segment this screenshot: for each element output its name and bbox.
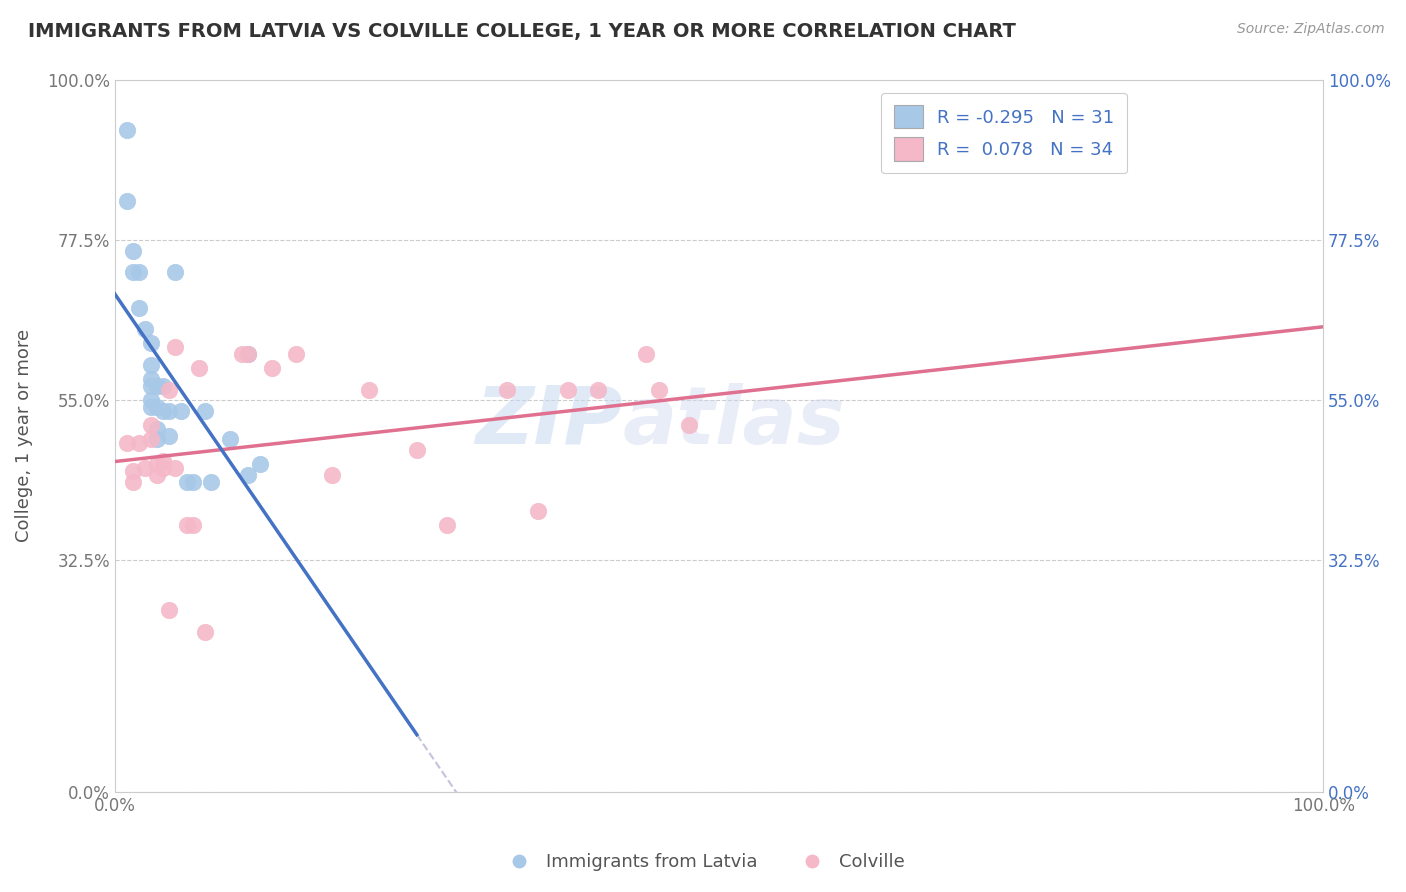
- Point: [249, 458, 271, 472]
- Point: [200, 475, 222, 489]
- Legend: Immigrants from Latvia, Colville: Immigrants from Latvia, Colville: [494, 847, 912, 879]
- Point: [146, 379, 169, 393]
- Point: [405, 443, 427, 458]
- Legend: R = -0.295   N = 31, R =  0.078   N = 34: R = -0.295 N = 31, R = 0.078 N = 34: [882, 93, 1126, 173]
- Point: [285, 347, 308, 361]
- Point: [139, 401, 162, 415]
- Point: [139, 393, 162, 408]
- Text: IMMIGRANTS FROM LATVIA VS COLVILLE COLLEGE, 1 YEAR OR MORE CORRELATION CHART: IMMIGRANTS FROM LATVIA VS COLVILLE COLLE…: [28, 22, 1017, 41]
- Point: [231, 347, 253, 361]
- Point: [115, 123, 138, 137]
- Point: [165, 340, 187, 354]
- Point: [188, 361, 211, 376]
- Point: [260, 361, 283, 376]
- Point: [194, 624, 217, 639]
- Point: [128, 436, 150, 450]
- Point: [115, 436, 138, 450]
- Point: [134, 322, 156, 336]
- Point: [139, 433, 162, 447]
- Point: [357, 383, 380, 397]
- Point: [139, 418, 162, 433]
- Point: [321, 467, 343, 482]
- Point: [146, 433, 169, 447]
- Point: [236, 467, 259, 482]
- Point: [152, 404, 174, 418]
- Point: [146, 401, 169, 415]
- Point: [157, 404, 180, 418]
- Point: [678, 418, 700, 433]
- Point: [128, 301, 150, 315]
- Point: [181, 475, 204, 489]
- Point: [146, 422, 169, 436]
- Point: [165, 461, 187, 475]
- Point: [236, 347, 259, 361]
- Point: [170, 404, 193, 418]
- Point: [115, 194, 138, 208]
- Point: [636, 347, 658, 361]
- Point: [181, 517, 204, 532]
- Point: [157, 383, 180, 397]
- Point: [139, 372, 162, 386]
- Text: ZIP: ZIP: [475, 383, 623, 460]
- Point: [176, 475, 198, 489]
- Point: [194, 404, 217, 418]
- Point: [122, 465, 145, 479]
- Point: [157, 603, 180, 617]
- Point: [586, 383, 609, 397]
- Point: [436, 517, 458, 532]
- Point: [526, 503, 548, 517]
- Y-axis label: College, 1 year or more: College, 1 year or more: [15, 329, 32, 542]
- Text: Source: ZipAtlas.com: Source: ZipAtlas.com: [1237, 22, 1385, 37]
- Point: [647, 383, 669, 397]
- Point: [152, 461, 174, 475]
- Point: [557, 383, 579, 397]
- Point: [157, 429, 180, 443]
- Point: [236, 347, 259, 361]
- Point: [496, 383, 519, 397]
- Point: [146, 467, 169, 482]
- Point: [152, 379, 174, 393]
- Point: [146, 458, 169, 472]
- Point: [122, 475, 145, 489]
- Point: [218, 433, 240, 447]
- Text: atlas: atlas: [623, 383, 845, 460]
- Point: [134, 461, 156, 475]
- Point: [152, 454, 174, 468]
- Point: [122, 244, 145, 258]
- Point: [128, 265, 150, 279]
- Point: [139, 379, 162, 393]
- Point: [139, 336, 162, 351]
- Point: [165, 265, 187, 279]
- Point: [139, 358, 162, 372]
- Point: [176, 517, 198, 532]
- Point: [122, 265, 145, 279]
